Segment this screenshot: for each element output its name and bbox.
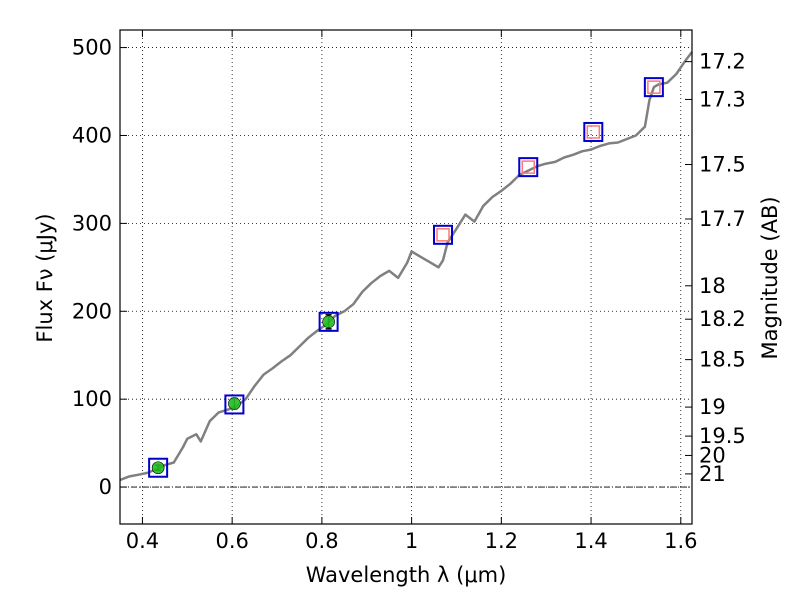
predicted-point xyxy=(436,228,450,242)
x-axis-label: Wavelength λ (μm) xyxy=(306,563,507,587)
y-axis-ticks: 0 100 200 300 400 500 xyxy=(72,36,127,499)
magnitude-tick-label: 17.2 xyxy=(699,50,746,74)
magnitude-tick-label: 18.5 xyxy=(699,348,746,372)
predicted-point xyxy=(586,125,601,139)
y-tick-label: 300 xyxy=(72,211,112,235)
observed-point xyxy=(228,397,241,410)
grid-lines xyxy=(120,30,692,524)
predicted-point xyxy=(647,80,661,94)
x-tick-label: 1 xyxy=(405,529,418,553)
model-point xyxy=(583,121,604,142)
magnitude-tick-label: 20 xyxy=(699,443,726,467)
magnitude-axis-label: Magnitude (AB) xyxy=(758,196,782,359)
model-point xyxy=(224,394,245,415)
magnitude-tick-label: 17.5 xyxy=(699,152,746,176)
spectrum-series xyxy=(119,51,693,482)
observed-point xyxy=(322,315,335,329)
x-tick-label: 1.4 xyxy=(574,529,607,553)
photometry-points xyxy=(148,77,664,478)
x-axis-ticks: 0.4 0.6 0.8 1 1.2 1.4 1.6 xyxy=(126,30,697,553)
x-tick-label: 1.6 xyxy=(664,529,697,553)
y-tick-label: 400 xyxy=(72,123,112,147)
model-point xyxy=(518,157,539,178)
magnitude-tick-label: 17.3 xyxy=(699,87,746,111)
spectrum-line xyxy=(119,51,693,482)
y-tick-label: 500 xyxy=(72,36,112,60)
x-tick-label: 1.2 xyxy=(485,529,518,553)
predicted-point xyxy=(521,160,536,174)
plot-border xyxy=(119,29,693,525)
magnitude-tick-label: 18.2 xyxy=(699,307,746,331)
model-point xyxy=(433,224,454,245)
magnitude-tick-label: 17.7 xyxy=(699,207,746,231)
magnitude-tick-label: 18 xyxy=(699,274,726,298)
observed-point xyxy=(151,461,165,475)
magnitude-tick-label: 19.5 xyxy=(699,424,746,448)
y-axis-label: Flux Fν (μJy) xyxy=(33,213,57,342)
magnitude-tick-label: 21 xyxy=(699,462,726,486)
y-tick-label: 200 xyxy=(72,299,112,323)
x-tick-label: 0.4 xyxy=(126,529,159,553)
y-tick-label: 100 xyxy=(72,387,112,411)
y-tick-label: 0 xyxy=(99,475,112,499)
model-point xyxy=(148,457,169,478)
x-tick-label: 0.6 xyxy=(215,529,248,553)
plot-frame xyxy=(119,29,693,525)
model-point xyxy=(318,311,339,332)
model-point xyxy=(643,77,664,98)
magnitude-tick-label: 19 xyxy=(699,395,726,419)
x-tick-label: 0.8 xyxy=(305,529,338,553)
